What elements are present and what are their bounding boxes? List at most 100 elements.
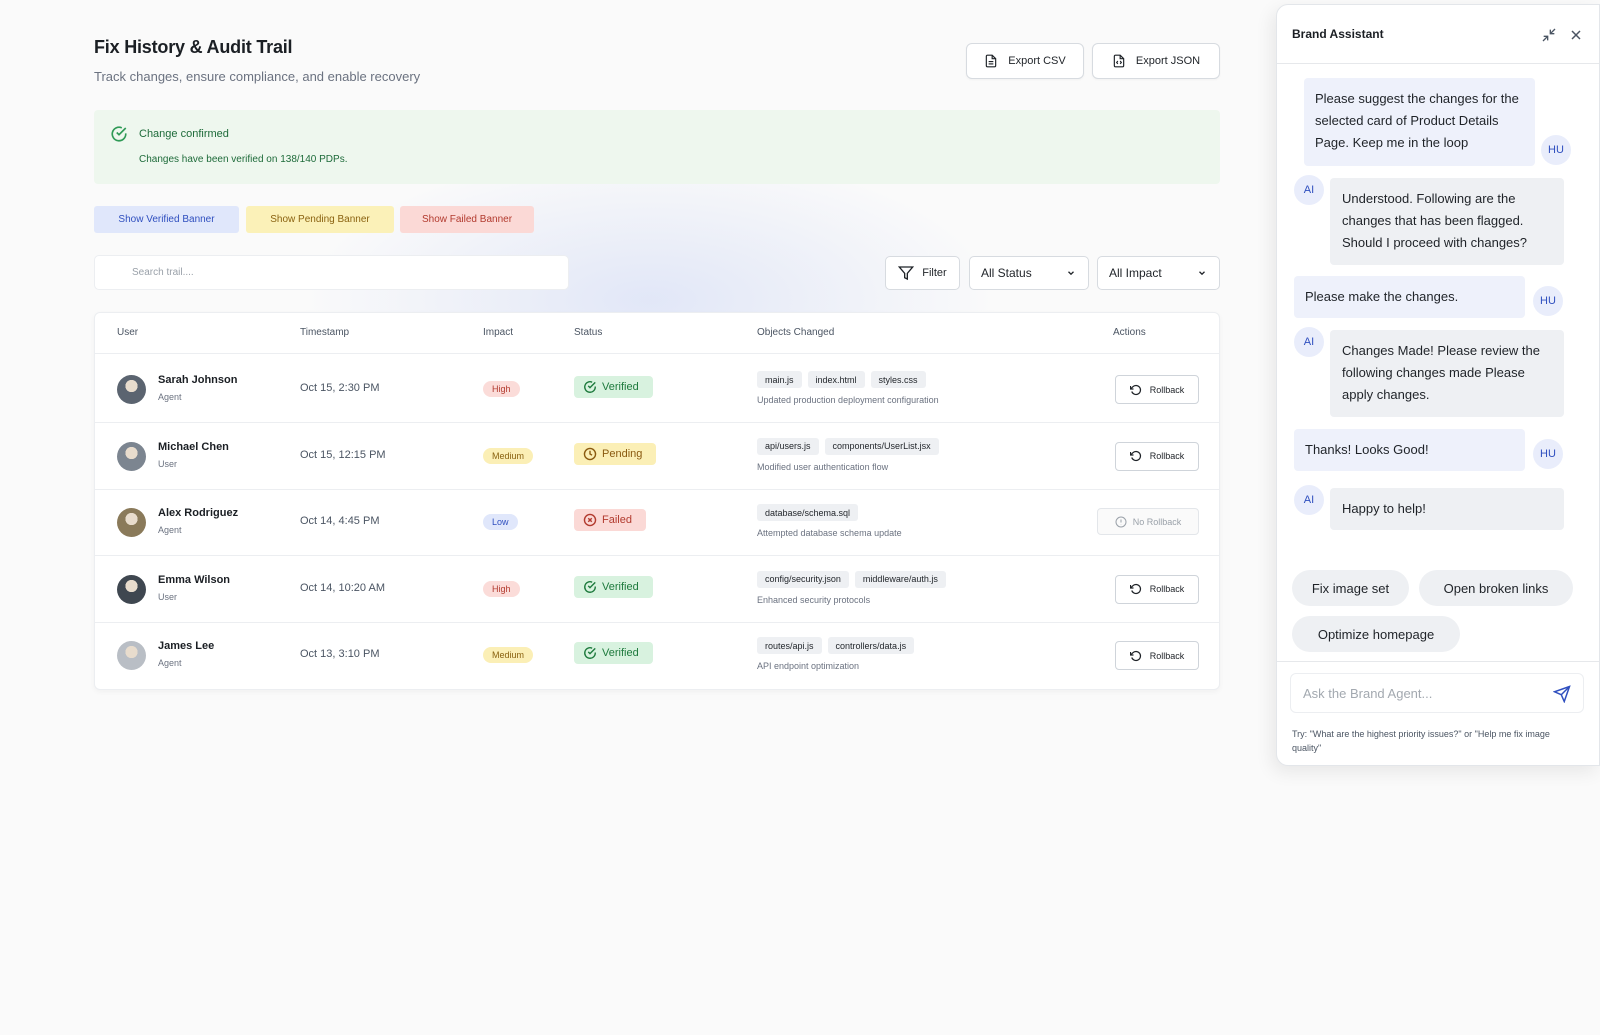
changed-files: config/security.json middleware/auth.js bbox=[757, 570, 946, 588]
changed-file-tag: api/users.js bbox=[757, 437, 819, 455]
avatar bbox=[117, 574, 146, 604]
funnel-icon bbox=[898, 266, 915, 281]
column-header-timestamp: Timestamp bbox=[300, 327, 350, 338]
ask-agent-input[interactable]: Ask the Brand Agent... bbox=[1290, 673, 1584, 713]
show-pending-banner-button[interactable]: Show Pending Banner bbox=[246, 206, 394, 233]
changed-files: api/users.js components/UserList.jsx bbox=[757, 437, 939, 455]
column-header-actions: Actions bbox=[1113, 327, 1146, 338]
chat-message-ai: Happy to help! bbox=[1330, 488, 1564, 530]
avatar bbox=[117, 508, 146, 537]
ask-agent-placeholder: Ask the Brand Agent... bbox=[1303, 685, 1433, 701]
rollback-button[interactable]: Rollback bbox=[1115, 441, 1199, 471]
chat-message-ai: Understood. Following are the changes th… bbox=[1330, 178, 1564, 265]
changed-file-tag: main.js bbox=[757, 371, 802, 388]
impact-select[interactable]: All Impact bbox=[1097, 256, 1220, 290]
send-icon[interactable] bbox=[1553, 685, 1571, 703]
status-label: Verified bbox=[602, 580, 639, 593]
rollback-label: Rollback bbox=[1149, 650, 1185, 661]
status-label: Pending bbox=[602, 447, 643, 460]
alert-message: Changes have been verified on 138/140 PD… bbox=[139, 154, 348, 165]
human-avatar-badge: HU bbox=[1541, 135, 1571, 165]
status-badge: Pending bbox=[574, 442, 657, 465]
avatar bbox=[117, 641, 146, 670]
table-row: Michael Chen User Oct 15, 12:15 PM Medium Pe… bbox=[95, 422, 1219, 490]
alert-title: Change confirmed bbox=[139, 128, 229, 140]
brand-assistant-panel: Brand Assistant Please suggest the chang… bbox=[1276, 4, 1600, 766]
rollback-label: Rollback bbox=[1149, 451, 1185, 461]
change-description: Modified user authentication flow bbox=[757, 461, 889, 472]
table-row: Alex Rodriguez Agent Oct 14, 4:45 PM Low Fai… bbox=[95, 488, 1219, 556]
chevron-down-icon bbox=[1199, 271, 1205, 276]
rollback-button[interactable]: Rollback bbox=[1115, 375, 1199, 404]
check-circle-icon bbox=[584, 647, 596, 659]
table-header: User Timestamp Impact Status Objects Cha… bbox=[95, 313, 1219, 354]
ai-avatar-badge: AI bbox=[1294, 327, 1324, 357]
rollback-button[interactable]: Rollback bbox=[1115, 641, 1199, 670]
suggestion-chip-fix-image-set[interactable]: Fix image set bbox=[1292, 570, 1409, 606]
chat-message-ai: Changes Made! Please review the followin… bbox=[1330, 330, 1564, 417]
search-input[interactable]: Search trail.... bbox=[94, 255, 569, 290]
export-csv-button[interactable]: Export CSV bbox=[966, 43, 1084, 79]
changed-file-tag: index.html bbox=[807, 371, 865, 388]
export-json-button[interactable]: Export JSON bbox=[1092, 43, 1220, 79]
audit-trail-main: Fix History & Audit Trail Track changes,… bbox=[94, 0, 1220, 1035]
rotate-ccw-icon bbox=[1129, 650, 1141, 661]
user-name: James Lee bbox=[158, 640, 215, 652]
show-verified-banner-button[interactable]: Show Verified Banner bbox=[94, 206, 239, 233]
panel-divider bbox=[1277, 661, 1599, 662]
status-select[interactable]: All Status bbox=[969, 256, 1089, 290]
changed-file-tag: components/UserList.jsx bbox=[824, 437, 939, 455]
avatar bbox=[117, 375, 146, 404]
changed-file-tag: middleware/auth.js bbox=[854, 570, 946, 588]
rotate-ccw-icon bbox=[1129, 450, 1141, 462]
suggestion-chip-open-broken-links[interactable]: Open broken links bbox=[1419, 570, 1573, 606]
column-header-objects: Objects Changed bbox=[757, 327, 835, 338]
check-circle-icon bbox=[584, 580, 596, 593]
impact-badge: Low bbox=[483, 514, 518, 530]
changed-file-tag: styles.css bbox=[870, 371, 926, 388]
changed-file-tag: controllers/data.js bbox=[827, 637, 915, 654]
timestamp: Oct 15, 12:15 PM bbox=[300, 448, 386, 461]
table-row: Sarah Johnson Agent Oct 15, 2:30 PM High Ver… bbox=[95, 355, 1219, 423]
status-label: Verified bbox=[602, 647, 639, 659]
timestamp: Oct 14, 4:45 PM bbox=[300, 515, 380, 527]
chevron-down-icon bbox=[1068, 271, 1074, 276]
table-row: Emma Wilson User Oct 14, 10:20 AM High Verif… bbox=[95, 555, 1219, 623]
chat-message-human: Thanks! Looks Good! bbox=[1294, 429, 1525, 471]
rotate-ccw-icon bbox=[1129, 583, 1141, 595]
column-header-status: Status bbox=[574, 327, 603, 338]
assistant-title: Brand Assistant bbox=[1292, 27, 1384, 41]
status-badge: Verified bbox=[574, 376, 653, 398]
ai-avatar-badge: AI bbox=[1294, 175, 1324, 205]
chat-message-human: Please suggest the changes for the selec… bbox=[1304, 78, 1535, 166]
info-icon bbox=[1115, 516, 1127, 527]
no-rollback-button: No Rollback bbox=[1097, 508, 1199, 535]
export-csv-label: Export CSV bbox=[1008, 55, 1066, 67]
avatar bbox=[117, 441, 146, 471]
audit-table: User Timestamp Impact Status Objects Cha… bbox=[94, 312, 1220, 690]
impact-badge: High bbox=[483, 580, 520, 597]
file-icon bbox=[986, 54, 997, 68]
changed-file-tag: database/schema.sql bbox=[757, 504, 859, 521]
filter-label: Filter bbox=[922, 267, 947, 279]
change-description: Attempted database schema update bbox=[757, 528, 902, 538]
impact-badge: Medium bbox=[483, 447, 534, 464]
user-name: Emma Wilson bbox=[158, 573, 231, 586]
export-json-label: Export JSON bbox=[1135, 55, 1201, 67]
rollback-button[interactable]: Rollback bbox=[1115, 574, 1199, 604]
user-role: Agent bbox=[158, 392, 182, 402]
minimize-icon[interactable] bbox=[1541, 27, 1557, 43]
filter-button[interactable]: Filter bbox=[885, 256, 960, 290]
status-badge: Failed bbox=[574, 509, 646, 531]
suggestion-chip-optimize-homepage[interactable]: Optimize homepage bbox=[1292, 616, 1460, 652]
column-header-impact: Impact bbox=[483, 327, 514, 338]
timestamp: Oct 13, 3:10 PM bbox=[300, 648, 380, 660]
changed-file-tag: routes/api.js bbox=[757, 637, 822, 654]
status-select-value: All Status bbox=[981, 266, 1032, 280]
show-failed-banner-button[interactable]: Show Failed Banner bbox=[400, 206, 534, 233]
close-icon[interactable] bbox=[1568, 27, 1584, 43]
changed-files: database/schema.sql bbox=[757, 504, 859, 521]
x-circle-icon bbox=[583, 513, 597, 527]
rollback-label: Rollback bbox=[1149, 584, 1185, 594]
clock-icon bbox=[583, 447, 597, 460]
